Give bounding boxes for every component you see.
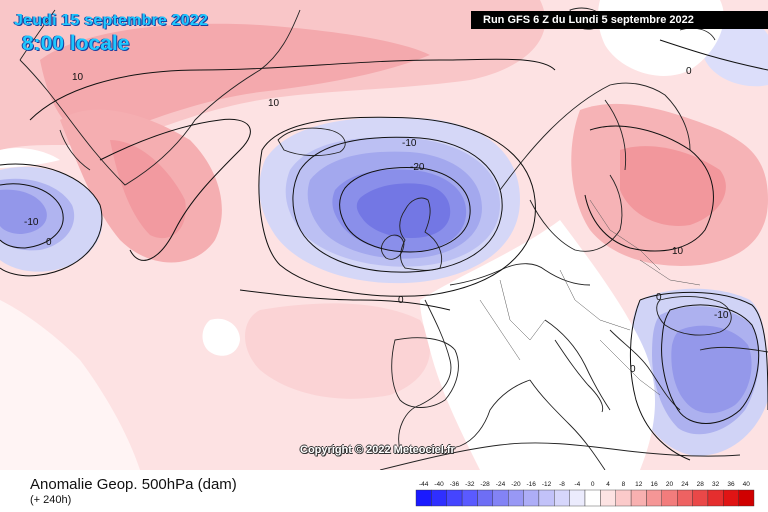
contour-label: 0 xyxy=(630,364,636,375)
legend-swatch xyxy=(569,489,586,507)
contour-label: -10 xyxy=(714,310,729,321)
legend-swatch xyxy=(431,489,447,507)
country-borders xyxy=(479,199,701,396)
contour-label: -20 xyxy=(410,162,425,173)
legend-swatch xyxy=(523,489,540,507)
field-title: Anomalie Geop. 500hPa (dam) xyxy=(30,476,237,493)
legend-tick-label: 28 xyxy=(697,481,705,488)
run-info-banner: Run GFS 6 Z du Lundi 5 septembre 2022 xyxy=(471,11,768,29)
legend-tick-label: 0 xyxy=(591,481,595,488)
legend-swatch xyxy=(507,489,524,507)
legend-tick-label: 24 xyxy=(681,481,689,488)
legend-swatch xyxy=(738,489,755,507)
contour-label: 10 xyxy=(72,72,84,83)
contour-label-group: -10 10 10 0 -10 -20 0 0 10 -10 0 0 xyxy=(24,66,729,375)
legend-tick-label: 8 xyxy=(622,481,626,488)
color-legend: -44 -40 -36 -32 -28 -24 -20 -16 -12 -8 -4 0 4 8 12 16 20… xyxy=(415,481,755,507)
lead-time: (+ 240h) xyxy=(30,494,72,506)
legend-tick-label: 4 xyxy=(606,481,610,488)
contour-label: 0 xyxy=(686,66,692,77)
legend-swatch xyxy=(600,489,616,507)
contour-label: 10 xyxy=(672,246,684,257)
valid-date: Jeudi 15 septembre 2022 xyxy=(14,12,209,29)
legend-tick-label: -24 xyxy=(496,481,506,488)
contour-label: 0 xyxy=(656,292,662,303)
legend-swatch xyxy=(707,489,724,507)
legend-swatch xyxy=(415,489,432,507)
legend-tick-label: 36 xyxy=(727,481,735,488)
legend-swatch xyxy=(615,489,632,507)
contour-label: -10 xyxy=(24,217,39,228)
legend-swatch xyxy=(461,489,478,507)
anomaly-map: -10 10 10 0 -10 -20 0 0 10 -10 0 0 xyxy=(0,0,768,470)
copyright-notice: Copyright © 2022 Meteociel.fr xyxy=(300,444,455,456)
legend-swatch xyxy=(692,489,709,507)
legend-tick-label: -28 xyxy=(480,481,490,488)
legend-tick-label: 32 xyxy=(712,481,720,488)
valid-time: 8:00 locale xyxy=(22,32,130,55)
legend-swatch xyxy=(661,489,678,507)
legend-tick-label: 12 xyxy=(635,481,643,488)
legend-swatch xyxy=(538,489,555,507)
legend-tick-label: -12 xyxy=(542,481,552,488)
contour-label: 0 xyxy=(398,295,404,306)
legend-swatch xyxy=(584,489,601,507)
legend-tick-label: -8 xyxy=(559,481,565,488)
legend-tick-label: 16 xyxy=(650,481,658,488)
legend-tick-label: 20 xyxy=(666,481,674,488)
legend-tick-label: -44 xyxy=(419,481,429,488)
legend-swatch xyxy=(477,489,494,507)
legend-swatch xyxy=(492,489,509,507)
legend-swatch xyxy=(446,489,463,507)
contour-label: -10 xyxy=(402,138,417,149)
legend-tick-label: -20 xyxy=(511,481,521,488)
positive-anomaly-areas xyxy=(0,0,768,399)
legend-tick-label: 40 xyxy=(743,481,751,488)
legend-tick-label: -32 xyxy=(465,481,475,488)
legend-tick-label: -40 xyxy=(434,481,444,488)
legend-swatch xyxy=(554,489,570,507)
contour-label: 0 xyxy=(46,237,52,248)
legend-tick-label: -4 xyxy=(574,481,580,488)
legend-tick-label: -16 xyxy=(526,481,536,488)
legend-swatch xyxy=(723,489,739,507)
legend-tick-label: -36 xyxy=(450,481,460,488)
legend-swatch xyxy=(677,489,693,507)
legend-swatch xyxy=(646,489,663,507)
legend-swatch xyxy=(630,489,647,507)
contour-label: 10 xyxy=(268,98,280,109)
